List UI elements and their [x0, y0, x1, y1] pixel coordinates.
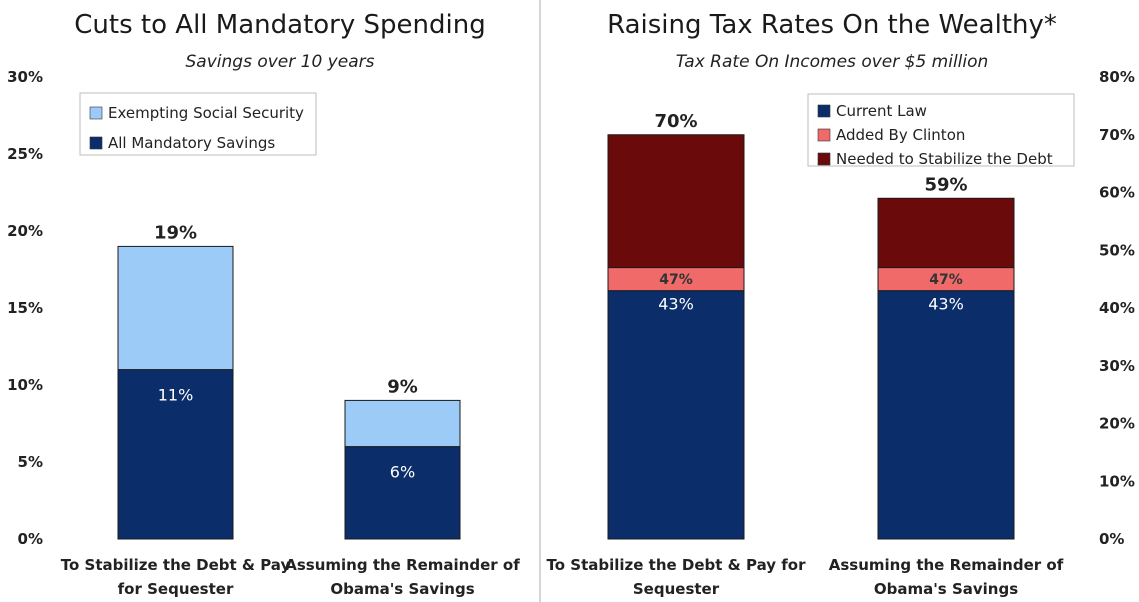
x-category-label: Assuming the Remainder of — [285, 556, 520, 574]
left-chart-panel: Cuts to All Mandatory Spending Savings ov… — [7, 10, 520, 598]
y-tick-label: 0% — [1099, 530, 1124, 548]
bar-segment-needed-to-stabilize-the-debt — [607, 134, 745, 269]
data-label: 47% — [929, 272, 963, 288]
y-tick-label: 20% — [1099, 415, 1135, 433]
legend-label: Current Law — [836, 102, 927, 120]
bar-segment-exempting-social-security — [117, 245, 234, 371]
x-category-label: To Stabilize the Debt & Pay for — [547, 556, 807, 574]
y-tick-label: 0% — [18, 530, 43, 548]
data-label: 43% — [928, 295, 964, 314]
y-tick-label: 70% — [1099, 126, 1135, 144]
y-tick-label: 10% — [1099, 472, 1135, 490]
x-category-label: Assuming the Remainder of — [829, 556, 1064, 574]
y-tick-label: 5% — [18, 453, 43, 471]
bar-total-label: 9% — [387, 376, 418, 397]
legend-swatch-exempting-social-security — [89, 106, 103, 120]
bar-segment-exempting-social-security — [344, 399, 461, 448]
x-category-label: for Sequester — [118, 580, 234, 598]
x-category-label: Obama's Savings — [330, 580, 474, 598]
data-label: 11% — [158, 386, 194, 405]
bar-total-label: 70% — [654, 111, 697, 132]
legend: Exempting Social Security All Mandatory S… — [79, 92, 317, 156]
legend-label: Needed to Stabilize the Debt — [836, 150, 1053, 168]
bar-segment-current-law — [877, 290, 1015, 540]
y-tick-label: 10% — [7, 376, 43, 394]
y-tick-label: 20% — [7, 222, 43, 240]
chart-subtitle: Savings over 10 years — [186, 52, 375, 72]
legend: Current Law Added By Clinton Needed to Sta… — [807, 93, 1075, 168]
legend-swatch-added-by-clinton — [817, 128, 831, 142]
chart-title: Cuts to All Mandatory Spending — [74, 10, 485, 40]
data-label: 6% — [390, 463, 415, 482]
data-label: 43% — [658, 295, 694, 314]
legend-label: Exempting Social Security — [108, 104, 304, 122]
y-tick-label: 15% — [7, 299, 43, 317]
bar-total-label: 19% — [154, 222, 197, 243]
bar-total-label: 59% — [924, 174, 967, 195]
y-tick-label: 30% — [1099, 357, 1135, 375]
bar-segment-all-mandatory-savings — [117, 369, 234, 540]
bar-segment-all-mandatory-savings — [344, 446, 461, 540]
y-tick-label: 40% — [1099, 299, 1135, 317]
bar-segment-needed-to-stabilize-the-debt — [877, 197, 1015, 269]
y-tick-label: 80% — [1099, 68, 1135, 86]
legend-swatch-current-law — [817, 104, 831, 118]
right-chart-panel: Raising Tax Rates On the Wealthy* Tax Rat… — [547, 10, 1135, 598]
y-tick-label: 50% — [1099, 241, 1135, 259]
legend-box — [807, 93, 1075, 167]
x-category-label: Obama's Savings — [874, 580, 1018, 598]
x-category-label: To Stabilize the Debt & Pay — [61, 556, 291, 574]
legend-swatch-needed-to-stabilize-the-debt — [817, 152, 831, 166]
x-category-label: Sequester — [633, 580, 720, 598]
legend-label: Added By Clinton — [836, 126, 965, 144]
data-label: 47% — [659, 272, 693, 288]
y-tick-label: 60% — [1099, 184, 1135, 202]
legend-swatch-all-mandatory-savings — [89, 136, 103, 150]
legend-box — [79, 92, 317, 156]
legend-label: All Mandatory Savings — [108, 134, 275, 152]
bar-segment-current-law — [607, 290, 745, 540]
chart-subtitle: Tax Rate On Incomes over $5 million — [676, 52, 989, 72]
chart-title: Raising Tax Rates On the Wealthy* — [607, 10, 1057, 40]
y-tick-label: 30% — [7, 68, 43, 86]
y-tick-label: 25% — [7, 145, 43, 163]
